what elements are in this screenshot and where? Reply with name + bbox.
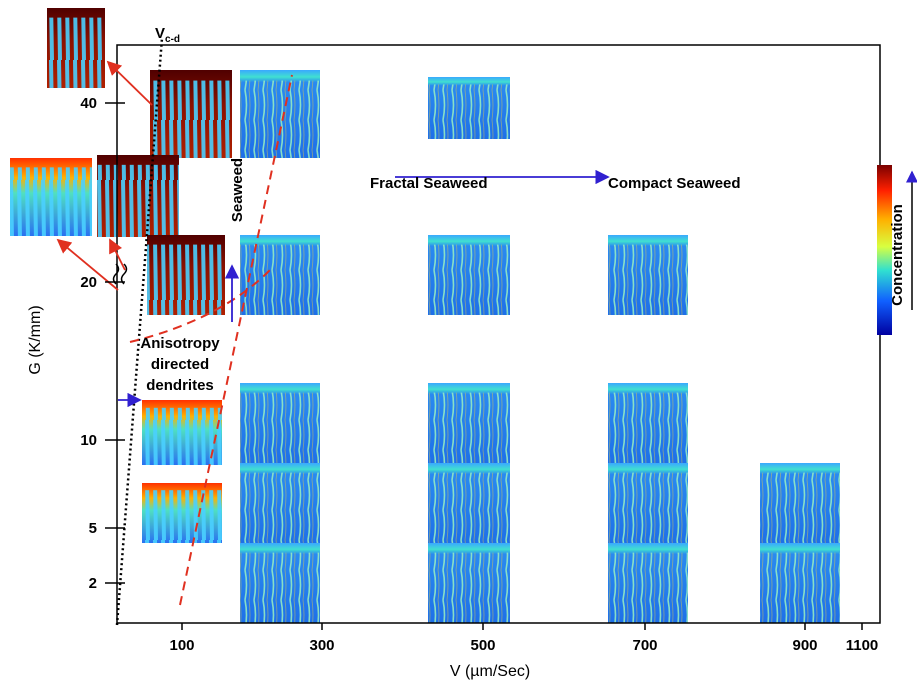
y-axis-title: G (K/mm) [27,305,44,374]
micro-texture [428,84,510,139]
y-tick-label: 5 [89,520,97,537]
axes [116,44,881,624]
annotation: Fractal Seaweed [370,175,488,192]
blue-arrows [118,169,610,408]
colorbar [877,165,892,335]
y-tick-label: 10 [80,432,97,449]
micro-texture [608,472,688,543]
micro-texture [608,392,688,463]
micro-texture [428,472,510,543]
x-tick-label: 700 [632,637,657,654]
micro-texture [240,392,320,463]
micro-texture [760,472,840,543]
micro-texture [10,167,92,236]
x-tick-label: 500 [470,637,495,654]
y-tick-label: 2 [89,575,97,592]
y-tick-label: 40 [80,95,97,112]
annotation: Compact Seaweed [608,175,741,192]
micro-texture [240,244,320,315]
annotation-sub: c-d [165,34,180,45]
x-tick-label: 1100 [846,637,879,654]
y-tick-label: 20 [80,274,97,291]
microstructure-images [10,8,840,623]
micro-texture [97,164,179,237]
annotation: Seaweed [229,158,246,222]
annotation: Vc-d [155,25,180,45]
axis-break [112,263,128,285]
annotation-v: V [155,25,165,42]
boundary-line [129,269,271,343]
micro-texture [760,552,840,623]
micro-texture [142,407,222,465]
annotation: directed [151,356,209,373]
x-tick-label: 300 [309,637,334,654]
micro-texture [428,552,510,623]
annotation: Anisotropy [140,335,220,352]
x-tick-label: 100 [169,637,194,654]
micro-texture [608,552,688,623]
x-tick-label: 900 [792,637,817,654]
annotation: dendrites [146,377,214,394]
micro-texture [240,472,320,543]
boundary-line [179,74,293,606]
micro-texture [47,17,105,89]
micro-texture [428,392,510,463]
micro-texture [142,490,222,543]
micro-texture [608,244,688,315]
vcd-line [115,37,164,626]
x-axis-title: V (µm/Sec) [450,663,530,680]
micro-texture [428,244,510,315]
micro-texture [147,244,225,315]
micro-texture [240,80,320,158]
colorbar-label: Concentration [889,204,906,306]
micro-texture [240,552,320,623]
micro-texture [150,80,232,158]
